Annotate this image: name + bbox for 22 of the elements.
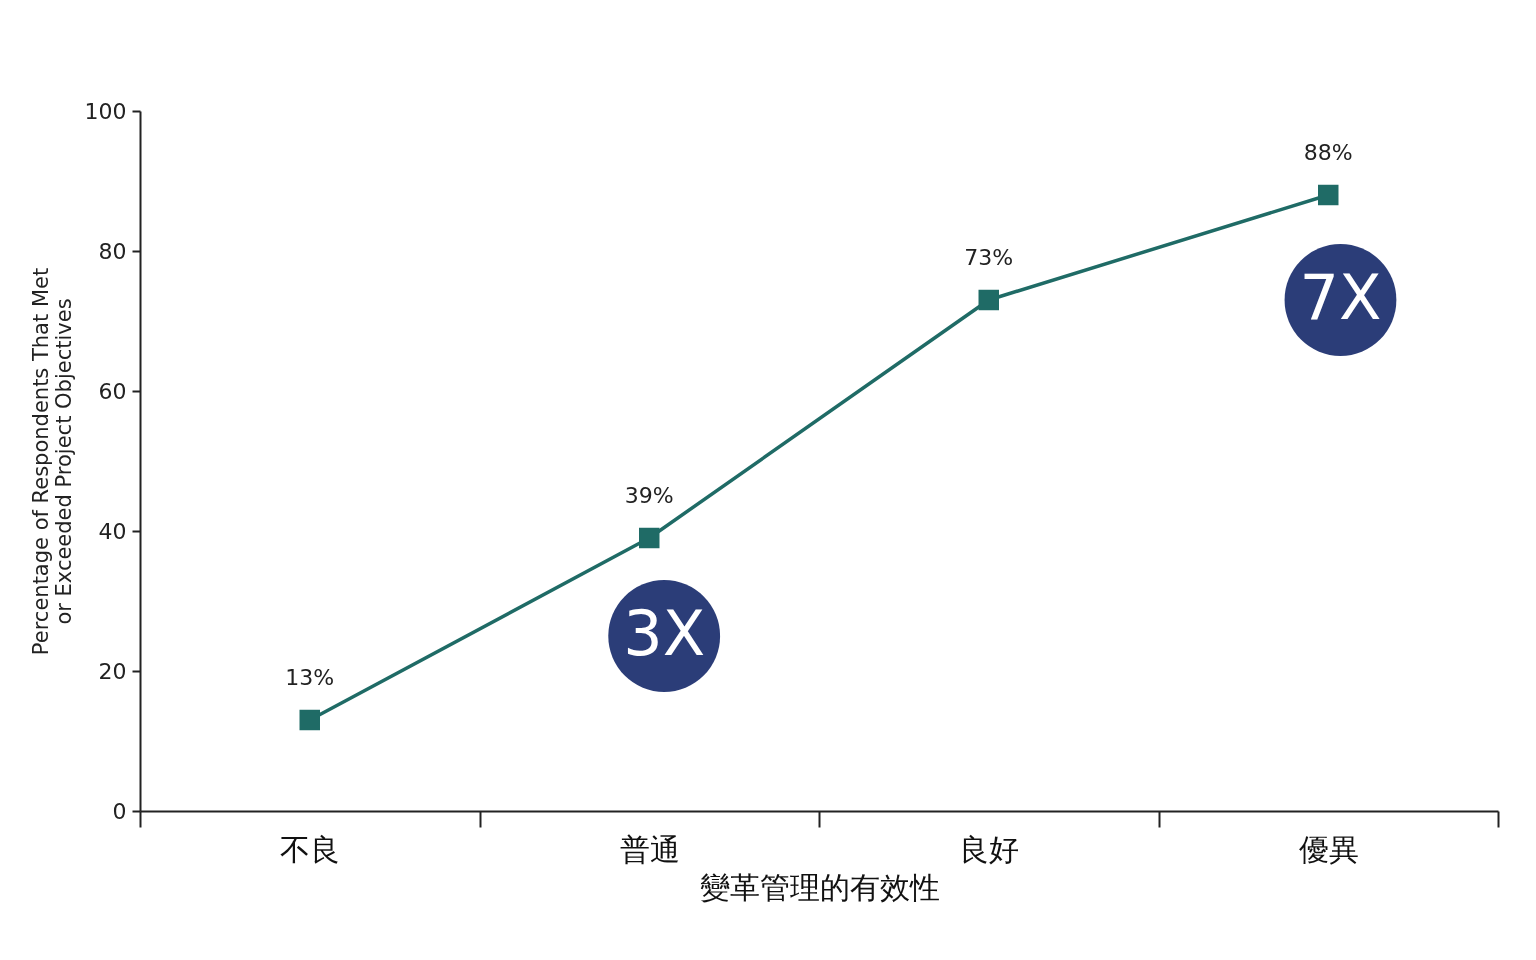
y-axis-title: Percentage of Respondents That Met or Exceeded Project Objectives <box>28 267 76 656</box>
text: 88% <box>1303 140 1353 165</box>
y-tick-label: 40 <box>98 518 127 544</box>
y-tick-label: 100 <box>84 98 127 124</box>
text: 39% <box>624 483 674 508</box>
point <box>978 289 999 311</box>
x-tick-label: 不良 <box>280 831 341 867</box>
x-axis-title: 變革管理的有效性 <box>699 869 940 905</box>
y-tick-label: 60 <box>98 378 127 404</box>
point <box>299 709 320 731</box>
y-tick-label: 20 <box>98 658 127 684</box>
text: 13% <box>285 665 335 690</box>
x-tick-label: 良好 <box>959 831 1020 867</box>
y-tick-label: 80 <box>98 238 127 264</box>
annotation: 3X <box>623 597 706 670</box>
point <box>639 527 660 549</box>
x-tick-label: 普通 <box>619 831 680 867</box>
y-tick-label: 0 <box>112 798 127 824</box>
text: 73% <box>964 245 1014 270</box>
annotation: 7X <box>1299 261 1382 334</box>
x-tick-label: 優異 <box>1298 831 1359 867</box>
point <box>1318 184 1339 206</box>
